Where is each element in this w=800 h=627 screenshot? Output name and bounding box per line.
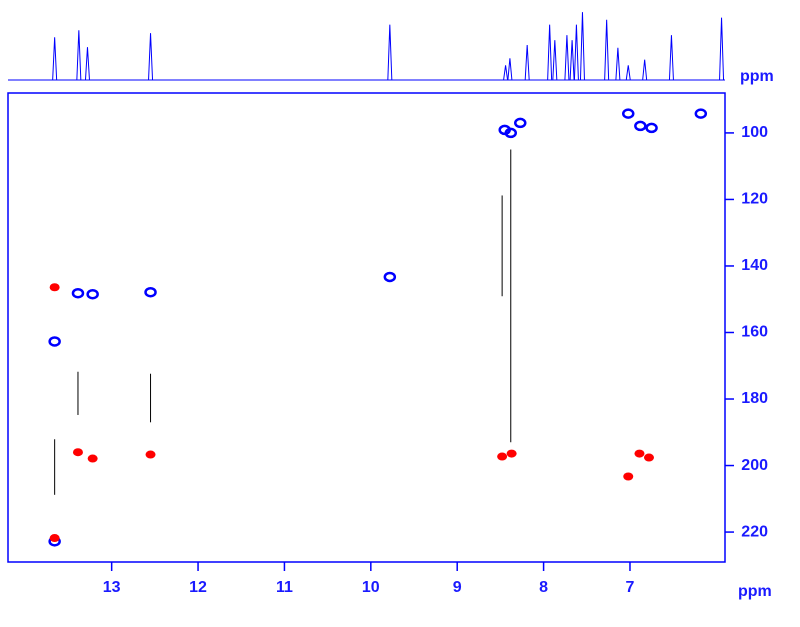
- cross-peak: [87, 454, 98, 463]
- cross-peak: [645, 122, 658, 134]
- cross-peak: [623, 472, 634, 481]
- y-tick-label: 180: [741, 390, 768, 407]
- projection-peak: [547, 24, 553, 81]
- projection-peak: [387, 24, 393, 81]
- cross-peak: [144, 286, 157, 298]
- cross-peak: [497, 452, 508, 461]
- projection-peak: [552, 40, 558, 81]
- cross-peak: [145, 450, 156, 459]
- cross-peak: [383, 271, 397, 283]
- projection-peak: [719, 17, 725, 81]
- cross-peak: [49, 534, 60, 543]
- x-tick-label: 11: [276, 579, 293, 596]
- projection-peak: [148, 33, 154, 81]
- cross-peak: [694, 108, 708, 119]
- projection-peak: [507, 58, 513, 81]
- cross-peak: [643, 453, 654, 462]
- cross-peak: [506, 449, 517, 458]
- x-tick-label: 7: [626, 579, 635, 596]
- projection-peak: [524, 44, 530, 81]
- projection-peak: [615, 47, 621, 81]
- cross-peak: [86, 288, 99, 300]
- projection-peak: [52, 37, 58, 81]
- x-tick-label: 13: [103, 579, 121, 596]
- projection-peak: [84, 47, 90, 81]
- x-tick-label: 9: [453, 579, 462, 596]
- projection-peak: [503, 65, 509, 81]
- projection-peak: [76, 30, 82, 81]
- cross-peak: [514, 117, 527, 129]
- projection-peak: [579, 12, 585, 81]
- projection-peak: [573, 24, 579, 81]
- projection-axis-label: ppm: [740, 68, 774, 85]
- y-tick-label: 200: [741, 457, 768, 474]
- cross-peak: [634, 120, 647, 132]
- y-tick-label: 160: [741, 324, 768, 341]
- cross-peak: [72, 448, 83, 457]
- x-tick-label: 12: [189, 579, 207, 596]
- cross-peak: [634, 449, 645, 458]
- projection-peak: [569, 40, 575, 81]
- x-axis-label: ppm: [738, 583, 772, 600]
- cross-peak: [504, 127, 518, 139]
- cross-peak: [71, 287, 85, 299]
- x-tick-label: 8: [539, 579, 548, 596]
- projection-peak: [625, 65, 631, 81]
- y-tick-label: 100: [741, 124, 768, 141]
- y-tick-label: 120: [741, 191, 768, 208]
- x-tick-label: 10: [362, 579, 380, 596]
- projection-peak: [564, 35, 570, 81]
- cross-peak: [621, 108, 635, 119]
- projection-peak: [642, 59, 648, 81]
- cross-peak: [49, 283, 60, 292]
- cross-peak: [48, 336, 61, 347]
- projection-peak: [604, 19, 610, 81]
- plot-frame: [7, 92, 726, 563]
- projection-peak: [668, 35, 674, 81]
- y-tick-label: 140: [741, 257, 768, 274]
- y-tick-label: 220: [741, 523, 768, 540]
